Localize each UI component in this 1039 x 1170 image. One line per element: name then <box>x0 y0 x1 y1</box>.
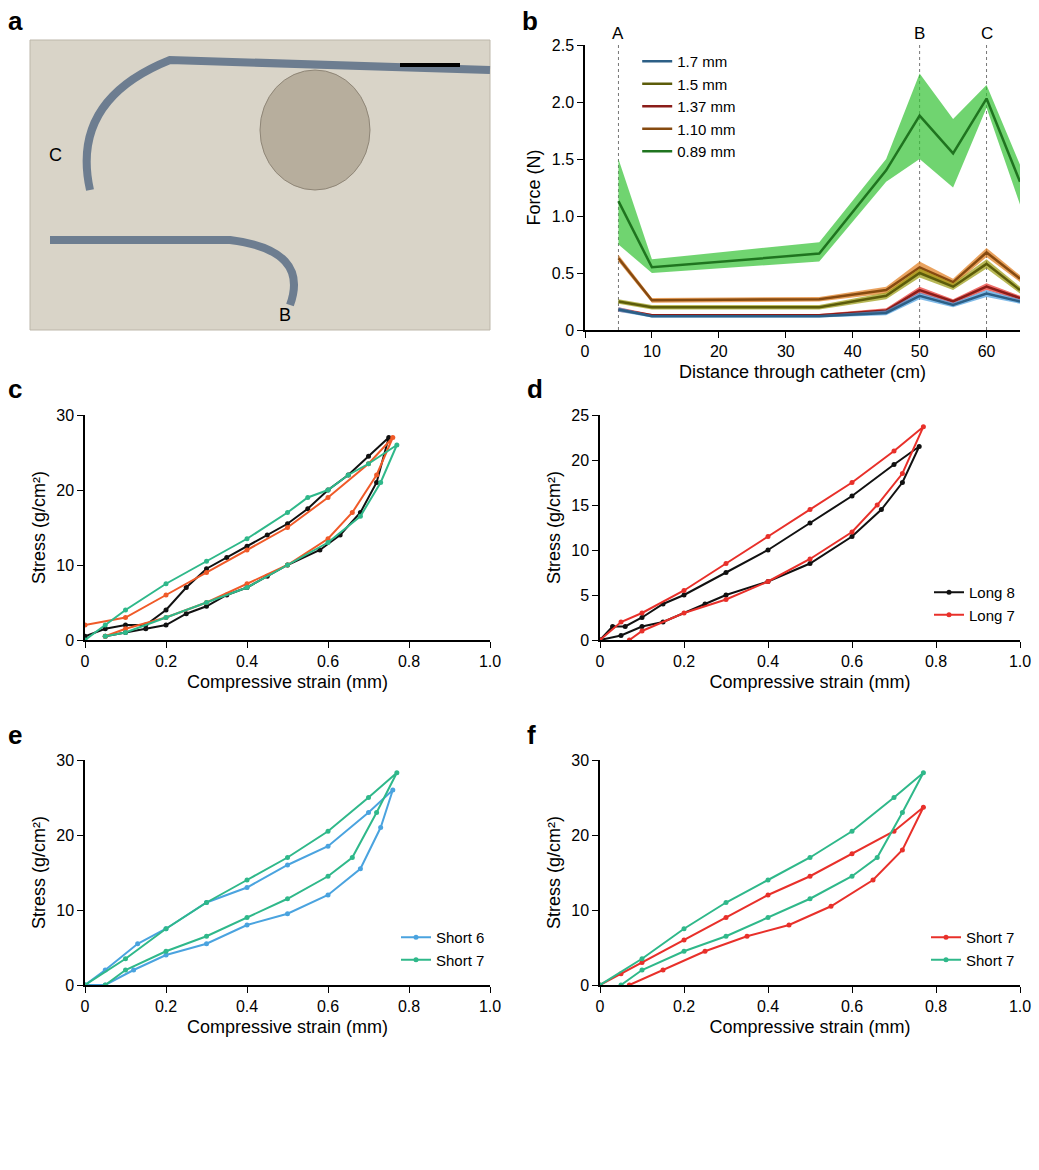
svg-text:20: 20 <box>56 482 74 499</box>
svg-text:f: f <box>527 720 536 750</box>
svg-text:30: 30 <box>777 343 795 360</box>
svg-text:40: 40 <box>844 343 862 360</box>
svg-text:10: 10 <box>56 902 74 919</box>
svg-text:0.2: 0.2 <box>155 653 177 670</box>
svg-text:10: 10 <box>571 902 589 919</box>
svg-text:60: 60 <box>978 343 996 360</box>
svg-text:0.4: 0.4 <box>236 998 258 1015</box>
svg-text:0: 0 <box>580 632 589 649</box>
svg-text:10: 10 <box>571 542 589 559</box>
svg-text:0.8: 0.8 <box>925 998 947 1015</box>
svg-text:0.6: 0.6 <box>841 998 863 1015</box>
svg-text:0: 0 <box>596 653 605 670</box>
svg-text:1.37 mm: 1.37 mm <box>677 98 735 115</box>
svg-text:10: 10 <box>643 343 661 360</box>
svg-text:C: C <box>981 24 993 43</box>
svg-text:0.6: 0.6 <box>317 653 339 670</box>
svg-text:30: 30 <box>56 752 74 769</box>
svg-text:5: 5 <box>580 587 589 604</box>
svg-text:0.2: 0.2 <box>673 653 695 670</box>
svg-text:Compressive strain (mm): Compressive strain (mm) <box>187 1017 388 1037</box>
svg-text:a: a <box>8 6 23 36</box>
svg-text:1.0: 1.0 <box>1009 653 1031 670</box>
svg-text:15: 15 <box>571 497 589 514</box>
svg-text:Short 7: Short 7 <box>966 952 1014 969</box>
svg-text:0: 0 <box>81 998 90 1015</box>
svg-text:20: 20 <box>710 343 728 360</box>
svg-text:Distance through catheter (cm): Distance through catheter (cm) <box>679 362 926 382</box>
svg-text:Long 7: Long 7 <box>969 607 1015 624</box>
svg-text:A: A <box>612 24 624 43</box>
svg-text:50: 50 <box>911 343 929 360</box>
svg-text:0.5: 0.5 <box>552 265 574 282</box>
svg-text:10: 10 <box>56 557 74 574</box>
svg-text:Stress (g/cm²): Stress (g/cm²) <box>544 471 564 584</box>
svg-text:30: 30 <box>571 752 589 769</box>
svg-text:0.2: 0.2 <box>155 998 177 1015</box>
svg-text:20: 20 <box>571 827 589 844</box>
svg-text:0: 0 <box>65 977 74 994</box>
svg-text:2.5: 2.5 <box>552 37 574 54</box>
svg-text:Force (N): Force (N) <box>524 150 544 226</box>
svg-text:0.8: 0.8 <box>398 653 420 670</box>
svg-text:e: e <box>8 720 22 750</box>
svg-text:1.0: 1.0 <box>479 998 501 1015</box>
svg-text:C: C <box>49 145 62 165</box>
svg-text:1.5 mm: 1.5 mm <box>677 76 727 93</box>
svg-text:d: d <box>527 374 543 404</box>
svg-text:0.4: 0.4 <box>757 653 779 670</box>
svg-text:c: c <box>8 374 22 404</box>
svg-text:Stress (g/cm²): Stress (g/cm²) <box>544 816 564 929</box>
svg-text:1.10 mm: 1.10 mm <box>677 121 735 138</box>
svg-text:Long 8: Long 8 <box>969 584 1015 601</box>
svg-text:0: 0 <box>581 343 590 360</box>
svg-text:1.0: 1.0 <box>1009 998 1031 1015</box>
svg-text:B: B <box>279 305 291 325</box>
svg-text:1.0: 1.0 <box>479 653 501 670</box>
svg-text:Short 7: Short 7 <box>966 929 1014 946</box>
svg-text:0: 0 <box>81 653 90 670</box>
svg-text:0: 0 <box>65 632 74 649</box>
svg-text:Stress (g/cm²): Stress (g/cm²) <box>29 471 49 584</box>
svg-text:0.4: 0.4 <box>236 653 258 670</box>
svg-text:0.2: 0.2 <box>673 998 695 1015</box>
svg-text:0.6: 0.6 <box>841 653 863 670</box>
svg-text:25: 25 <box>571 407 589 424</box>
svg-text:B: B <box>914 24 925 43</box>
svg-text:20: 20 <box>56 827 74 844</box>
svg-text:1.7 mm: 1.7 mm <box>677 53 727 70</box>
svg-text:0.8: 0.8 <box>925 653 947 670</box>
svg-text:0.6: 0.6 <box>317 998 339 1015</box>
svg-text:Compressive strain (mm): Compressive strain (mm) <box>709 1017 910 1037</box>
svg-text:0.89 mm: 0.89 mm <box>677 143 735 160</box>
svg-text:0: 0 <box>565 322 574 339</box>
svg-text:0: 0 <box>596 998 605 1015</box>
svg-text:1.0: 1.0 <box>552 208 574 225</box>
svg-text:Short 7: Short 7 <box>436 952 484 969</box>
svg-text:30: 30 <box>56 407 74 424</box>
svg-text:1.5: 1.5 <box>552 151 574 168</box>
svg-text:b: b <box>522 6 538 36</box>
svg-text:0.4: 0.4 <box>757 998 779 1015</box>
svg-text:2.0: 2.0 <box>552 94 574 111</box>
svg-text:0.8: 0.8 <box>398 998 420 1015</box>
svg-text:0: 0 <box>580 977 589 994</box>
svg-text:20: 20 <box>571 452 589 469</box>
svg-text:Compressive strain (mm): Compressive strain (mm) <box>709 672 910 692</box>
svg-text:Compressive strain (mm): Compressive strain (mm) <box>187 672 388 692</box>
svg-text:Short 6: Short 6 <box>436 929 484 946</box>
svg-text:Stress (g/cm²): Stress (g/cm²) <box>29 816 49 929</box>
